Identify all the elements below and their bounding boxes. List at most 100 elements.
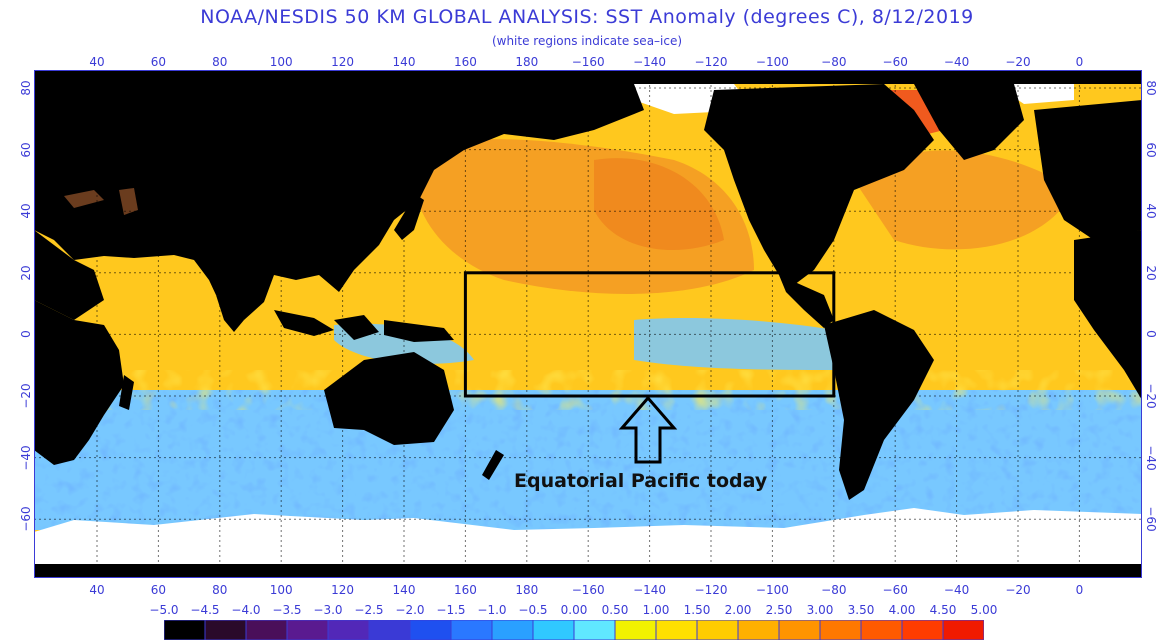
equatorial-pacific-label: Equatorial Pacific today [514, 470, 768, 492]
colorbar-tick-label: 2.00 [724, 603, 752, 617]
greenland-land [914, 84, 1024, 160]
colorbar-swatch [655, 620, 698, 640]
lat-tick-left: 40 [19, 203, 33, 219]
colorbar-tick-label: 0.50 [601, 603, 629, 617]
colorbar [164, 620, 984, 640]
colorbar-swatch [778, 620, 821, 640]
lon-tick-top: −80 [821, 55, 847, 69]
lat-tick-left: −20 [19, 383, 33, 409]
lon-tick-bottom: −80 [821, 583, 847, 597]
lon-tick-bottom: −40 [943, 583, 970, 597]
lon-tick-top: −100 [755, 55, 789, 69]
lon-tick-bottom: 0 [1075, 583, 1084, 597]
colorbar-swatch [942, 620, 984, 640]
colorbar-tick-label: −3.0 [313, 603, 343, 617]
lat-tick-left: −60 [19, 506, 33, 532]
lat-tick-right: −60 [1144, 506, 1158, 532]
map-subtitle: (white regions indicate sea–ice) [491, 34, 683, 48]
east-pacific-cool-strip [634, 318, 834, 370]
colorbar-swatch [204, 620, 247, 640]
colorbar-swatch [491, 620, 534, 640]
colorbar-tick-label: −4.0 [231, 603, 261, 617]
lon-tick-top: 160 [453, 55, 477, 69]
colorbar-swatch [614, 620, 657, 640]
landmasses [34, 84, 1142, 500]
colorbar-tick-label: 4.50 [929, 603, 957, 617]
lat-tick-left: 0 [19, 330, 33, 339]
lon-tick-top: −120 [694, 55, 728, 69]
antarctic-sea-ice [34, 508, 1142, 578]
lon-tick-bottom: 120 [331, 583, 355, 597]
africa-land [34, 300, 124, 465]
colorbar-tick-label: 4.00 [888, 603, 916, 617]
colorbar-tick-label: −4.5 [190, 603, 220, 617]
australia-land [324, 352, 454, 445]
lon-tick-top: 60 [150, 55, 167, 69]
lat-tick-left: 20 [19, 265, 33, 281]
colorbar-tick-label: −5.0 [149, 603, 179, 617]
lat-tick-left: −40 [19, 444, 33, 471]
lat-tick-right: 0 [1144, 330, 1158, 339]
up-arrow-icon [618, 395, 678, 464]
colorbar-swatch [327, 620, 370, 640]
lon-tick-bottom: 100 [269, 583, 293, 597]
colorbar-swatch [901, 620, 944, 640]
colorbar-tick-label: −1.0 [477, 603, 507, 617]
colorbar-swatch [573, 620, 616, 640]
lon-tick-top: 180 [515, 55, 539, 69]
colorbar-swatch [409, 620, 452, 640]
lon-tick-bottom: −100 [755, 583, 789, 597]
south-america-land [824, 310, 934, 500]
north-america-land [704, 84, 934, 285]
colorbar-tick-label: −1.5 [436, 603, 466, 617]
colorbar-tick-label: −2.5 [354, 603, 384, 617]
lon-tick-top: −160 [571, 55, 605, 69]
lon-tick-top: 140 [392, 55, 416, 69]
lon-tick-bottom: 80 [212, 583, 228, 597]
lon-tick-top: 80 [212, 55, 228, 69]
eurasia-land [34, 84, 644, 320]
lon-tick-bottom: 160 [453, 583, 477, 597]
lon-tick-bottom: −140 [633, 583, 667, 597]
lat-tick-left: 60 [19, 141, 33, 158]
lat-tick-right: 80 [1144, 80, 1158, 96]
colorbar-swatch [696, 620, 739, 640]
colorbar-swatch [450, 620, 493, 640]
colorbar-swatch [737, 620, 780, 640]
sst-anomaly-map [34, 70, 1142, 578]
colorbar-swatch [819, 620, 862, 640]
colorbar-swatch [286, 620, 329, 640]
colorbar-swatch [532, 620, 575, 640]
colorbar-tick-label: 3.00 [806, 603, 834, 617]
lon-tick-top: 120 [331, 55, 355, 69]
colorbar-swatch [245, 620, 288, 640]
lon-tick-bottom: 140 [392, 583, 416, 597]
lon-tick-bottom: −20 [1005, 583, 1031, 597]
lat-tick-right: 20 [1144, 265, 1158, 281]
lat-tick-right: 40 [1144, 203, 1158, 219]
colorbar-swatch [860, 620, 903, 640]
northeast-pacific-hot-region [594, 158, 724, 250]
colorbar-tick-label: 1.50 [683, 603, 711, 617]
lon-tick-top: −60 [882, 55, 908, 69]
lat-tick-left: 80 [19, 80, 33, 96]
colorbar-tick-label: −3.5 [272, 603, 302, 617]
colorbar-swatch [368, 620, 411, 640]
north-atlantic-warm-region [854, 150, 1074, 250]
lat-tick-right: −40 [1144, 444, 1158, 471]
lon-tick-bottom: −160 [571, 583, 605, 597]
colorbar-tick-label: 1.00 [642, 603, 670, 617]
map-title: NOAA/NESDIS 50 KM GLOBAL ANALYSIS: SST A… [200, 6, 974, 28]
lon-tick-top: 40 [89, 55, 105, 69]
colorbar-swatch [164, 620, 206, 640]
colorbar-tick-label: −2.0 [395, 603, 425, 617]
colorbar-tick-label: 5.00 [970, 603, 998, 617]
lon-tick-top: −140 [633, 55, 667, 69]
lon-tick-top: 100 [269, 55, 293, 69]
colorbar-tick-label: −0.5 [518, 603, 548, 617]
lon-tick-bottom: −60 [882, 583, 908, 597]
colorbar-tick-label: 3.50 [847, 603, 875, 617]
lon-tick-bottom: 180 [515, 583, 539, 597]
lat-tick-right: 60 [1144, 141, 1158, 158]
colorbar-tick-label: 2.50 [765, 603, 793, 617]
